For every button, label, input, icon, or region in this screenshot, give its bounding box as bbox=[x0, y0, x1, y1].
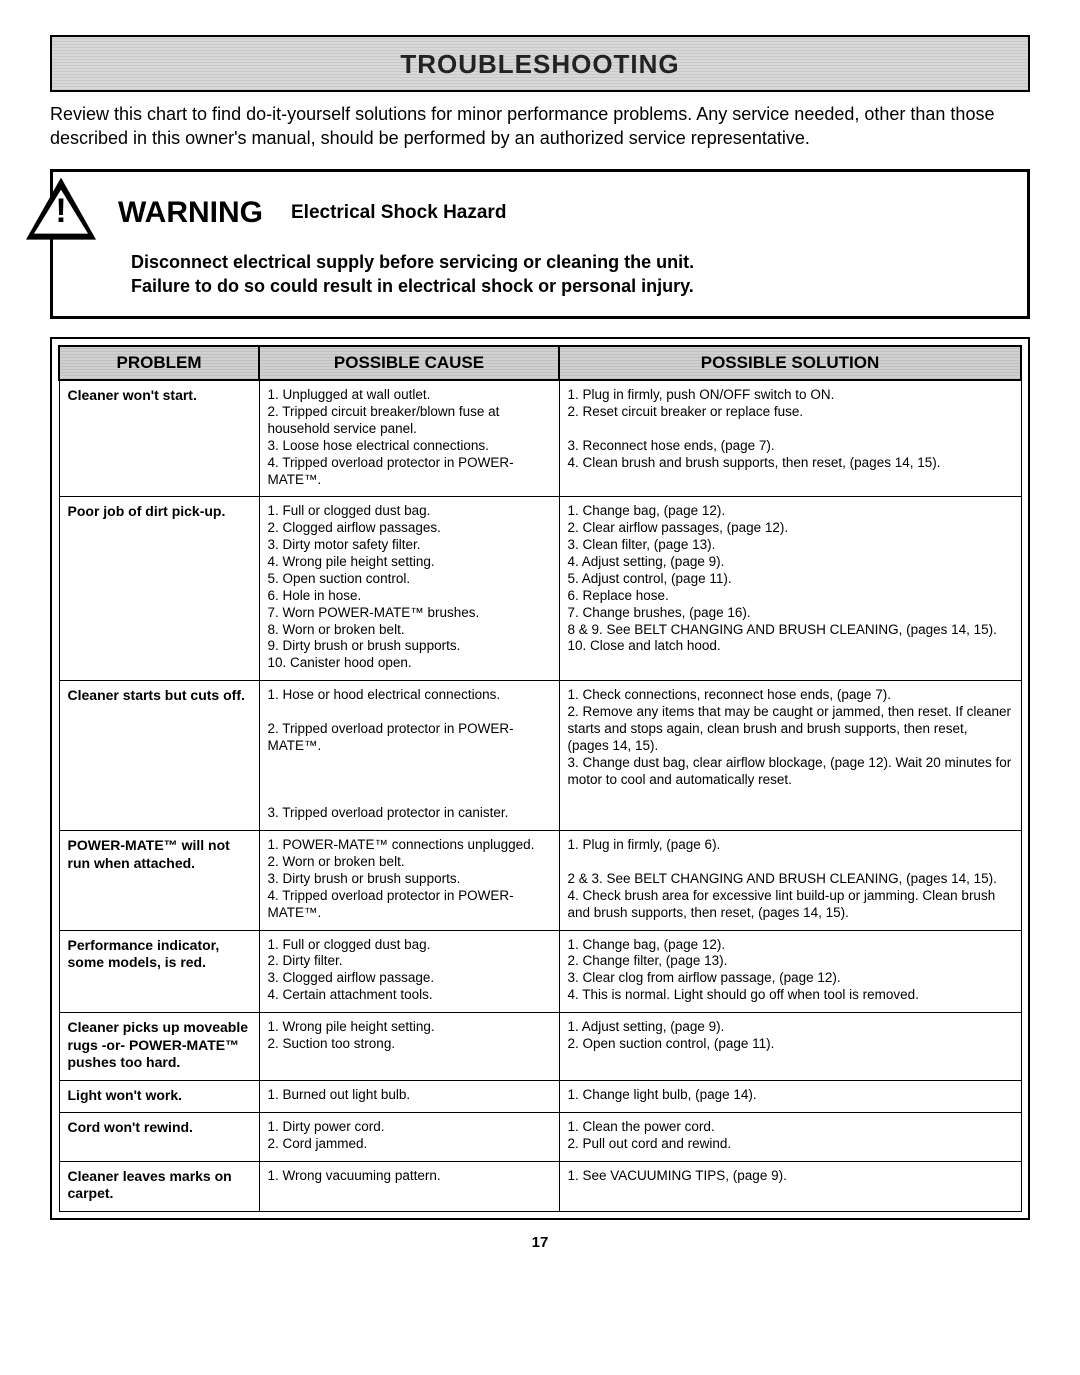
table-row: Cord won't rewind.1. Dirty power cord. 2… bbox=[59, 1113, 1021, 1162]
cause-cell: 1. Unplugged at wall outlet. 2. Tripped … bbox=[259, 380, 559, 497]
table-row: Performance indicator, some models, is r… bbox=[59, 930, 1021, 1013]
solution-cell: 1. Plug in firmly, push ON/OFF switch to… bbox=[559, 380, 1021, 497]
col-header-solution: POSSIBLE SOLUTION bbox=[559, 346, 1021, 380]
col-header-problem: PROBLEM bbox=[59, 346, 259, 380]
cause-cell: 1. POWER-MATE™ connections unplugged. 2.… bbox=[259, 831, 559, 930]
warning-box: ! WARNING Electrical Shock Hazard Discon… bbox=[50, 169, 1030, 320]
warning-subtitle: Electrical Shock Hazard bbox=[291, 202, 506, 224]
solution-cell: 1. Change bag, (page 12). 2. Clear airfl… bbox=[559, 497, 1021, 681]
page-number: 17 bbox=[50, 1234, 1030, 1251]
solution-cell: 1. Change bag, (page 12). 2. Change filt… bbox=[559, 930, 1021, 1013]
solution-cell: 1. Check connections, reconnect hose end… bbox=[559, 681, 1021, 831]
col-header-cause: POSSIBLE CAUSE bbox=[259, 346, 559, 380]
cause-cell: 1. Burned out light bulb. bbox=[259, 1080, 559, 1113]
troubleshoot-table: PROBLEM POSSIBLE CAUSE POSSIBLE SOLUTION… bbox=[58, 345, 1022, 1212]
cause-cell: 1. Full or clogged dust bag. 2. Clogged … bbox=[259, 497, 559, 681]
cause-cell: 1. Dirty power cord. 2. Cord jammed. bbox=[259, 1113, 559, 1162]
title-banner: TROUBLESHOOTING bbox=[50, 35, 1030, 92]
problem-cell: Performance indicator, some models, is r… bbox=[59, 930, 259, 1013]
warning-line-2: Failure to do so could result in electri… bbox=[131, 274, 999, 298]
cause-cell: 1. Wrong pile height setting. 2. Suction… bbox=[259, 1013, 559, 1081]
problem-cell: Cleaner won't start. bbox=[59, 380, 259, 497]
warning-header: ! WARNING Electrical Shock Hazard bbox=[71, 186, 1009, 240]
warning-triangle-icon: ! bbox=[26, 178, 96, 240]
table-row: Cleaner leaves marks on carpet.1. Wrong … bbox=[59, 1161, 1021, 1211]
problem-cell: Light won't work. bbox=[59, 1080, 259, 1113]
problem-cell: Cleaner leaves marks on carpet. bbox=[59, 1161, 259, 1211]
table-row: Cleaner picks up moveable rugs -or- POWE… bbox=[59, 1013, 1021, 1081]
solution-cell: 1. Change light bulb, (page 14). bbox=[559, 1080, 1021, 1113]
solution-cell: 1. Plug in firmly, (page 6). 2 & 3. See … bbox=[559, 831, 1021, 930]
table-row: POWER-MATE™ will not run when attached.1… bbox=[59, 831, 1021, 930]
warning-word: WARNING bbox=[118, 196, 263, 230]
page-title: TROUBLESHOOTING bbox=[52, 49, 1028, 80]
problem-cell: Poor job of dirt pick-up. bbox=[59, 497, 259, 681]
solution-cell: 1. Clean the power cord. 2. Pull out cor… bbox=[559, 1113, 1021, 1162]
cause-cell: 1. Wrong vacuuming pattern. bbox=[259, 1161, 559, 1211]
solution-cell: 1. Adjust setting, (page 9). 2. Open suc… bbox=[559, 1013, 1021, 1081]
problem-cell: Cleaner picks up moveable rugs -or- POWE… bbox=[59, 1013, 259, 1081]
problem-cell: Cord won't rewind. bbox=[59, 1113, 259, 1162]
intro-text: Review this chart to find do-it-yourself… bbox=[50, 102, 1030, 151]
problem-cell: POWER-MATE™ will not run when attached. bbox=[59, 831, 259, 930]
solution-cell: 1. See VACUUMING TIPS, (page 9). bbox=[559, 1161, 1021, 1211]
cause-cell: 1. Full or clogged dust bag. 2. Dirty fi… bbox=[259, 930, 559, 1013]
table-row: Cleaner starts but cuts off.1. Hose or h… bbox=[59, 681, 1021, 831]
table-row: Cleaner won't start.1. Unplugged at wall… bbox=[59, 380, 1021, 497]
troubleshoot-table-wrap: PROBLEM POSSIBLE CAUSE POSSIBLE SOLUTION… bbox=[50, 337, 1030, 1220]
table-row: Light won't work.1. Burned out light bul… bbox=[59, 1080, 1021, 1113]
problem-cell: Cleaner starts but cuts off. bbox=[59, 681, 259, 831]
table-row: Poor job of dirt pick-up.1. Full or clog… bbox=[59, 497, 1021, 681]
cause-cell: 1. Hose or hood electrical connections. … bbox=[259, 681, 559, 831]
warning-body: Disconnect electrical supply before serv… bbox=[71, 250, 1009, 299]
warning-line-1: Disconnect electrical supply before serv… bbox=[131, 250, 999, 274]
